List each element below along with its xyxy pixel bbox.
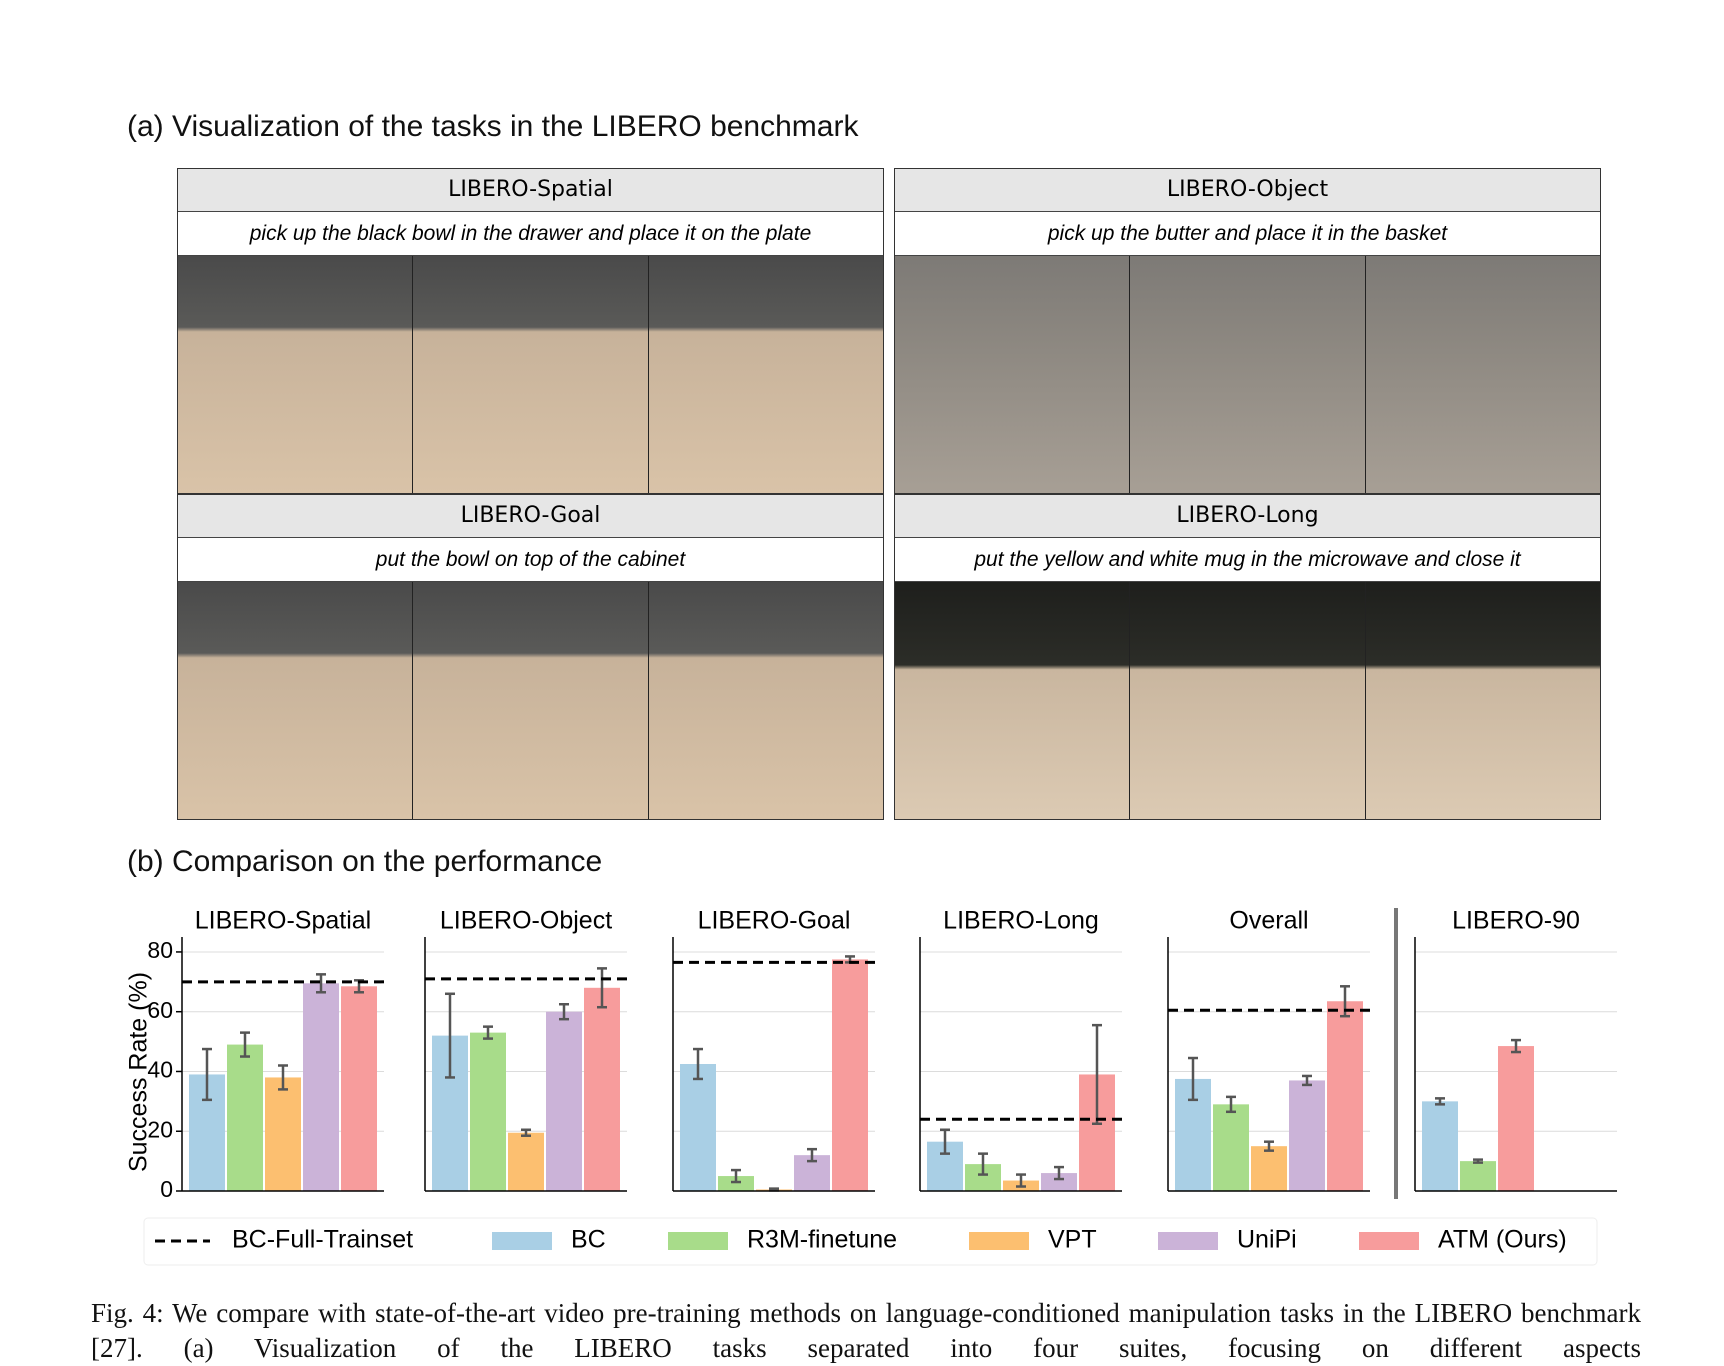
legend-box: [143, 1217, 1598, 1266]
error-bar: [278, 1064, 288, 1091]
legend-swatch: [1359, 1232, 1419, 1250]
frames: [178, 582, 883, 819]
legend-label: BC-Full-Trainset: [232, 1226, 413, 1254]
panel-title: LIBERO-Goal: [178, 495, 883, 538]
error-bar: [1188, 1056, 1198, 1102]
panel-instruction: pick up the black bowl in the drawer and…: [178, 212, 883, 256]
bar: [508, 1132, 544, 1191]
bar: [1460, 1161, 1496, 1191]
y-tick-label: 20: [147, 1116, 173, 1142]
legend-label: ATM (Ours): [1438, 1226, 1567, 1254]
error-bar: [445, 992, 455, 1079]
panel-instruction: put the bowl on top of the cabinet: [178, 538, 883, 582]
y-tick-label: 80: [147, 937, 173, 963]
bar: [1251, 1146, 1287, 1191]
error-bar: [1473, 1158, 1483, 1164]
y-tick-label: 60: [147, 997, 173, 1023]
bar: [680, 1064, 716, 1191]
error-bar: [597, 967, 607, 1009]
error-bar: [1092, 1023, 1102, 1126]
legend-swatch: [668, 1232, 728, 1250]
bar: [584, 987, 620, 1191]
error-bar: [521, 1128, 531, 1137]
error-bar: [316, 973, 326, 994]
error-bar: [1016, 1173, 1026, 1188]
legend-swatch: [969, 1232, 1029, 1250]
frames: [895, 256, 1600, 493]
legend-label: BC: [571, 1226, 606, 1254]
error-bar: [693, 1047, 703, 1081]
section-title: (a) Visualization of the tasks in the LI…: [127, 110, 859, 143]
legend-swatch: [492, 1232, 552, 1250]
legend-label: VPT: [1048, 1226, 1097, 1254]
bar: [341, 986, 377, 1191]
error-bar: [978, 1152, 988, 1176]
error-bar: [1264, 1140, 1274, 1152]
bar: [1041, 1173, 1077, 1191]
error-bar: [731, 1168, 741, 1184]
error-bar: [1226, 1095, 1236, 1114]
task-panel: LIBERO-Goal put the bowl on top of the c…: [177, 494, 884, 820]
panel-title: LIBERO-Long: [895, 495, 1600, 538]
error-bar: [240, 1031, 250, 1058]
bar: [470, 1032, 506, 1191]
charts: Success Rate (%) LIBERO-Spatial 0 20 40 60 80…: [125, 907, 1617, 1266]
chart-title: LIBERO-Goal: [698, 907, 851, 935]
chart-title: LIBERO-Spatial: [195, 907, 371, 935]
legend-label: R3M-finetune: [747, 1226, 897, 1254]
chart-title: LIBERO-90: [1452, 907, 1580, 935]
y-tick-label: 40: [147, 1057, 173, 1083]
bar: [832, 959, 868, 1191]
frames: [895, 582, 1600, 819]
error-bar: [1302, 1074, 1312, 1087]
error-bar: [1511, 1038, 1521, 1054]
error-bar: [1054, 1165, 1064, 1181]
bar: [1289, 1080, 1325, 1191]
error-bar: [807, 1147, 817, 1163]
error-bar: [559, 1002, 569, 1021]
frames: [178, 256, 883, 493]
panel-instruction: put the yellow and white mug in the micr…: [895, 538, 1600, 582]
bar: [265, 1077, 301, 1191]
legend-label: UniPi: [1237, 1226, 1297, 1254]
error-bar: [483, 1025, 493, 1040]
section-title: (b) Comparison on the performance: [127, 845, 603, 878]
bar: [1422, 1101, 1458, 1191]
legend-swatch: [1158, 1232, 1218, 1250]
bar: [1327, 1001, 1363, 1191]
bar: [1498, 1046, 1534, 1191]
chart-title: Overall: [1229, 907, 1308, 935]
bar: [546, 1011, 582, 1191]
panel-title: LIBERO-Spatial: [178, 169, 883, 212]
panel-title: LIBERO-Object: [895, 169, 1600, 212]
panel-instruction: pick up the butter and place it in the b…: [895, 212, 1600, 256]
task-panel: LIBERO-Object pick up the butter and pla…: [894, 168, 1601, 494]
bar: [227, 1044, 263, 1191]
error-bar: [202, 1047, 212, 1102]
error-bar: [1435, 1097, 1445, 1106]
bar: [718, 1176, 754, 1191]
y-axis-label: Success Rate (%): [125, 972, 153, 1172]
task-panel: LIBERO-Long put the yellow and white mug…: [894, 494, 1601, 820]
y-tick-label: 0: [160, 1176, 173, 1202]
error-bar: [940, 1128, 950, 1155]
error-bar: [769, 1187, 779, 1192]
chart-title: LIBERO-Long: [943, 907, 1099, 935]
bar: [303, 983, 339, 1191]
task-panel: LIBERO-Spatial pick up the black bowl in…: [177, 168, 884, 494]
figure-caption: Fig. 4: We compare with state-of-the-art…: [91, 1298, 1641, 1363]
bar: [1213, 1104, 1249, 1191]
chart-title: LIBERO-Object: [440, 907, 612, 935]
